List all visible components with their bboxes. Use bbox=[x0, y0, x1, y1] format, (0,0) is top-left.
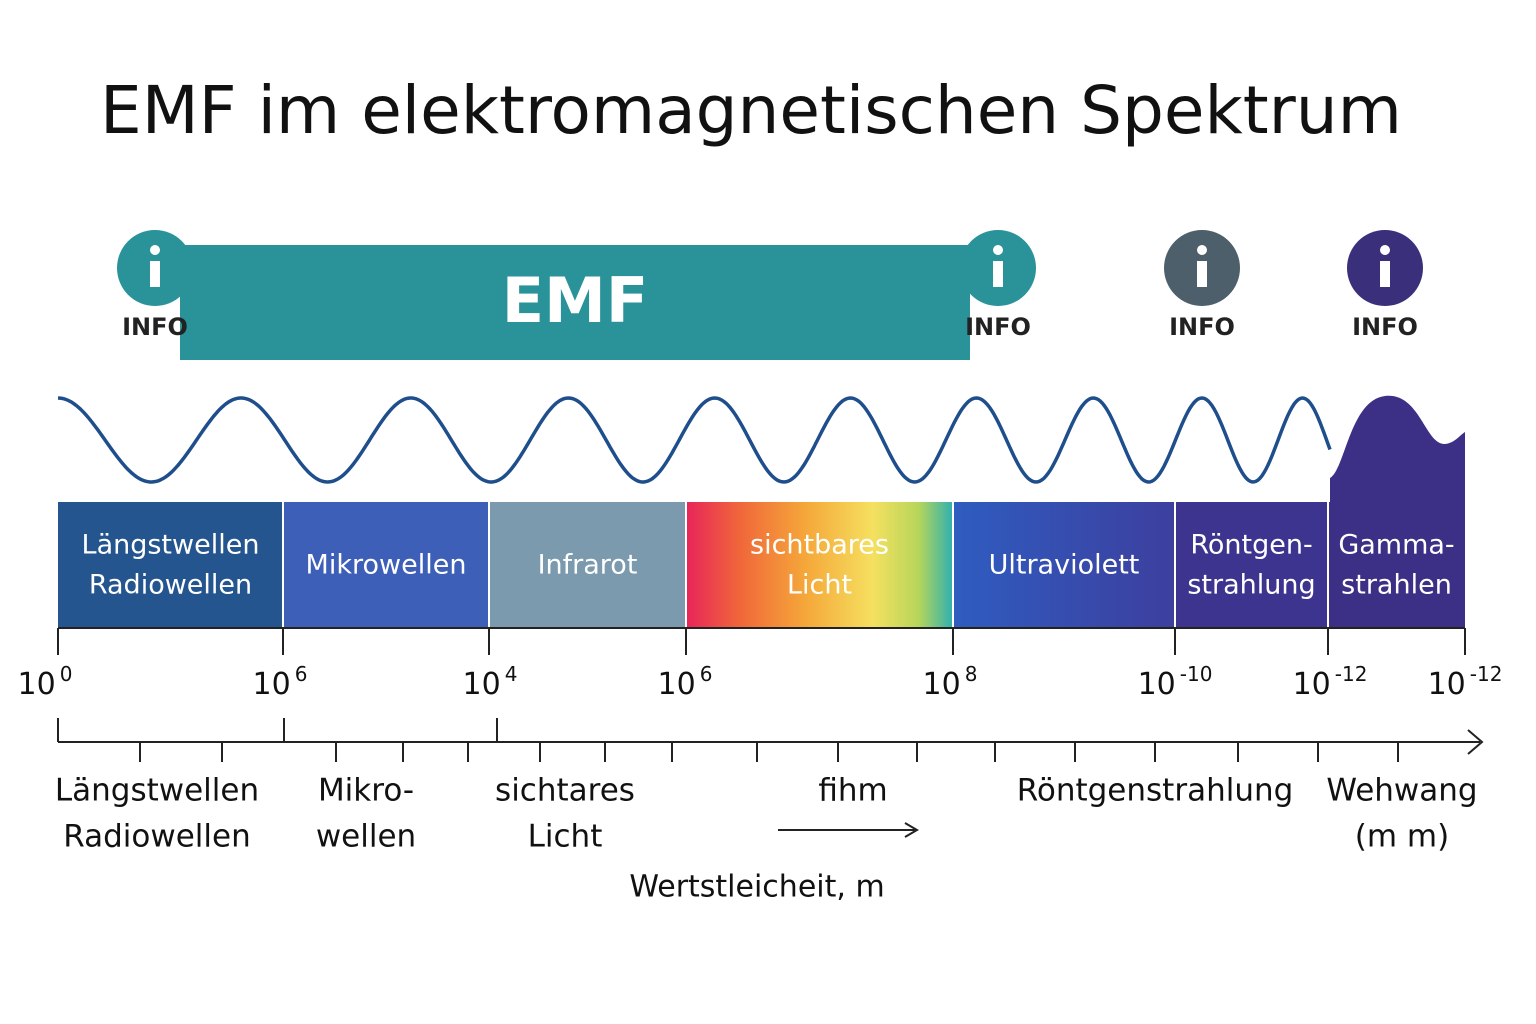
info-dot bbox=[1197, 245, 1207, 255]
band-label: Ultraviolett bbox=[989, 550, 1140, 581]
scale-label: 10 6 bbox=[253, 662, 308, 702]
bands: Längstwellen Radiowellen Mikrowellen Infrar… bbox=[58, 502, 1465, 627]
band-label: strahlen bbox=[1341, 570, 1452, 601]
info-dot bbox=[993, 245, 1003, 255]
lower-label: (m m) bbox=[1355, 819, 1449, 855]
info-dot bbox=[1380, 245, 1390, 255]
band-label: sichtbares bbox=[750, 530, 889, 561]
info-label: INFO bbox=[1169, 313, 1235, 341]
band bbox=[489, 502, 686, 627]
lower-label: wellen bbox=[316, 819, 416, 855]
band-label: strahlung bbox=[1187, 570, 1315, 601]
lower-label: Mikro- bbox=[318, 773, 414, 809]
lower-label: Längstwellen bbox=[55, 773, 259, 809]
band-label: Radiowellen bbox=[89, 570, 252, 601]
band bbox=[953, 502, 1175, 627]
lower-label: Röntgenstrahlung bbox=[1017, 773, 1294, 809]
info-stem bbox=[1197, 261, 1207, 287]
scale-label: 10 4 bbox=[463, 662, 518, 702]
info-label: INFO bbox=[122, 313, 188, 341]
band-label: Gamma- bbox=[1338, 530, 1454, 561]
arrow-head bbox=[904, 822, 919, 838]
emf-banner bbox=[180, 245, 970, 360]
title: EMF im elektromagnetischen Spektrum bbox=[100, 72, 1402, 149]
band-label: Licht bbox=[787, 570, 852, 601]
info-icons: INFO INFO INFO INFO bbox=[117, 230, 1423, 341]
scale-label: 10 8 bbox=[923, 662, 978, 702]
info-label: INFO bbox=[1352, 313, 1418, 341]
lower-label: Wehwang bbox=[1326, 773, 1477, 809]
band-label: Röntgen- bbox=[1190, 530, 1312, 561]
axis-label: Wertstleicheit, m bbox=[629, 870, 884, 905]
info-stem bbox=[150, 261, 160, 287]
emf-label: EMF bbox=[502, 264, 648, 337]
scale-label: 10 6 bbox=[658, 662, 713, 702]
scale-label: 10 -10 bbox=[1138, 662, 1213, 702]
band-label: Mikrowellen bbox=[306, 550, 467, 581]
band-label: Infrarot bbox=[538, 550, 638, 581]
info-label: INFO bbox=[965, 313, 1031, 341]
band bbox=[1175, 502, 1328, 627]
scale-label: 10 -12 bbox=[1428, 662, 1503, 702]
band-label: Längstwellen bbox=[82, 530, 260, 561]
info-dot bbox=[150, 245, 160, 255]
band bbox=[58, 502, 283, 627]
info-stem bbox=[993, 261, 1003, 287]
band bbox=[1328, 502, 1465, 627]
band bbox=[686, 502, 953, 627]
scale-label: 10 -12 bbox=[1293, 662, 1368, 702]
lower-axis-arrow bbox=[1467, 729, 1484, 755]
wave bbox=[57, 396, 1332, 484]
lower-label: sichtares bbox=[495, 773, 635, 809]
info-stem bbox=[1380, 261, 1390, 287]
scale-label: 10 0 bbox=[18, 662, 73, 702]
axis: 10 0 10 6 10 4 10 6 10 8 10 -10 10 -12 10 -12 Längstwell… bbox=[18, 627, 1503, 855]
lower-label: Licht bbox=[528, 819, 603, 855]
lower-label: Radiowellen bbox=[63, 819, 250, 855]
band bbox=[283, 502, 489, 627]
lower-label: fihm bbox=[818, 773, 887, 809]
